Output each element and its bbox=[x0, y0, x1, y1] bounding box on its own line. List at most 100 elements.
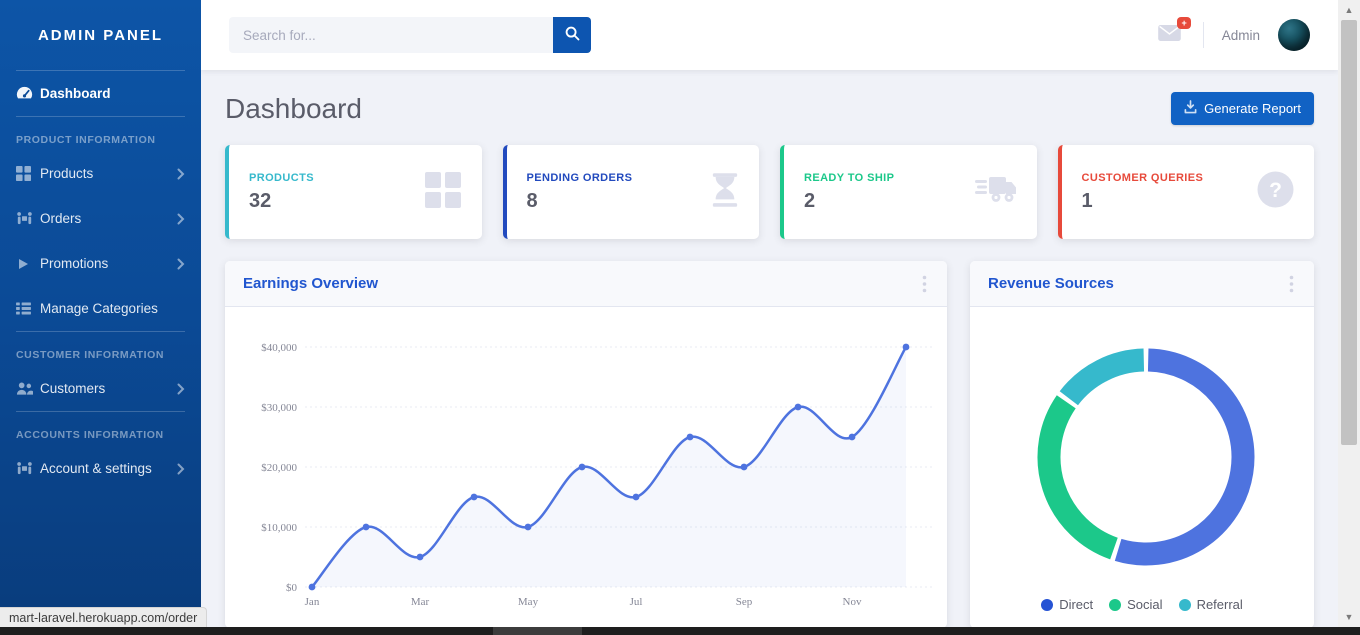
sidebar-heading-customer-information: CUSTOMER INFORMATION bbox=[16, 349, 165, 361]
avatar[interactable] bbox=[1278, 19, 1310, 51]
users-icon bbox=[16, 382, 40, 395]
stat-card-label: READY TO SHIP bbox=[804, 171, 895, 184]
sidebar-item-label: Manage Categories bbox=[40, 301, 158, 316]
scroll-up-arrow[interactable]: ▲ bbox=[1344, 5, 1354, 15]
messages-badge: + bbox=[1177, 16, 1191, 29]
scroll-down-arrow[interactable]: ▼ bbox=[1344, 612, 1354, 622]
svg-text:$10,000: $10,000 bbox=[261, 522, 297, 534]
chevron-right-icon bbox=[177, 213, 185, 225]
grid-icon bbox=[424, 171, 462, 214]
link-preview-statusbar: mart-laravel.herokuapp.com/order bbox=[0, 607, 208, 629]
tachometer-icon bbox=[16, 86, 40, 101]
svg-text:$30,000: $30,000 bbox=[261, 402, 297, 414]
donut-chart-area: Direct Social Referral bbox=[970, 307, 1314, 628]
page-content: Dashboard Generate Report PRODUCTS 32 bbox=[201, 70, 1338, 628]
svg-text:Sep: Sep bbox=[736, 596, 753, 608]
sidebar: ADMIN PANEL Dashboard PRODUCT INFORMATIO… bbox=[0, 0, 201, 627]
vertical-scrollbar: ▲ ▼ bbox=[1338, 0, 1360, 627]
search-input[interactable] bbox=[229, 17, 553, 53]
generate-report-button[interactable]: Generate Report bbox=[1171, 92, 1314, 125]
brand-link[interactable]: ADMIN PANEL bbox=[37, 26, 164, 44]
stat-card-label: PRODUCTS bbox=[249, 171, 314, 184]
sidebar-item-promotions[interactable]: Promotions bbox=[0, 241, 201, 286]
earnings-overview-card: Earnings Overview $0 $10,000 $20,000 $30,00… bbox=[225, 261, 947, 628]
sidebar-divider bbox=[16, 116, 185, 117]
generate-report-label: Generate Report bbox=[1204, 101, 1301, 116]
legend-dot bbox=[1109, 598, 1122, 611]
svg-text:$40,000: $40,000 bbox=[261, 342, 297, 354]
stat-card-value: 1 bbox=[1081, 189, 1093, 212]
sidebar-item-label: Dashboard bbox=[40, 86, 111, 101]
messages-button[interactable]: + bbox=[1154, 16, 1191, 50]
envelope-icon bbox=[1157, 24, 1181, 45]
search-form bbox=[229, 17, 591, 53]
search-button[interactable] bbox=[553, 17, 591, 53]
sidebar-item-label: Products bbox=[40, 166, 94, 181]
sidebar-item-products[interactable]: Products bbox=[0, 151, 201, 196]
legend-dot bbox=[1178, 598, 1191, 611]
search-icon bbox=[565, 26, 580, 44]
grid-icon bbox=[16, 166, 40, 181]
stat-card-value: 2 bbox=[804, 189, 816, 212]
chevron-right-icon bbox=[177, 463, 185, 475]
line-chart-area: $0 $10,000 $20,000 $30,000 $40,000 Jan Mar May J… bbox=[225, 307, 947, 628]
topbar-divider bbox=[1202, 22, 1204, 48]
svg-text:Jul: Jul bbox=[630, 596, 643, 608]
revenue-donut-chart bbox=[1037, 348, 1255, 566]
download-icon bbox=[1184, 100, 1197, 117]
stat-card-label: CUSTOMER QUERIES bbox=[1081, 171, 1204, 184]
stat-card-label: PENDING ORDERS bbox=[526, 171, 633, 184]
svg-text:Jan: Jan bbox=[305, 596, 320, 608]
stat-card-products: PRODUCTS 32 bbox=[225, 145, 482, 239]
stat-card-value: 8 bbox=[526, 189, 538, 212]
stat-card-value: 32 bbox=[249, 189, 272, 212]
stat-card-ready-to-ship: READY TO SHIP 2 bbox=[780, 145, 1037, 239]
sidebar-heading-accounts-information: ACCOUNTS INFORMATION bbox=[16, 429, 164, 441]
stat-card-pending-orders: PENDING ORDERS 8 bbox=[502, 145, 759, 239]
revenue-sources-card: Revenue Sources Direct Social Referral bbox=[970, 261, 1314, 628]
sidebar-item-label: Customers bbox=[40, 381, 106, 396]
screen-bottom-edge bbox=[0, 627, 1360, 635]
sidebar-item-manage-categories[interactable]: Manage Categories bbox=[0, 286, 201, 331]
sidebar-item-label: Account & settings bbox=[40, 461, 152, 476]
sidebar-item-orders[interactable]: Orders bbox=[0, 196, 201, 241]
main-area: + Admin Dashboard Generate Report bbox=[201, 0, 1338, 628]
people-carry-icon bbox=[16, 212, 40, 225]
sidebar-item-account-settings[interactable]: Account & settings bbox=[0, 446, 201, 491]
earnings-line-chart: $0 $10,000 $20,000 $30,000 $40,000 Jan Mar May J… bbox=[261, 342, 935, 608]
svg-text:?: ? bbox=[1269, 179, 1282, 202]
sidebar-divider bbox=[16, 70, 185, 71]
card-menu-button[interactable] bbox=[920, 273, 929, 295]
chevron-right-icon bbox=[177, 383, 185, 395]
question-circle-icon: ? bbox=[1257, 171, 1294, 213]
page-title: Dashboard bbox=[225, 92, 362, 124]
legend-dot bbox=[1041, 598, 1054, 611]
sidebar-heading-product-information: PRODUCT INFORMATION bbox=[16, 134, 156, 146]
stat-card-customer-queries: CUSTOMER QUERIES 1 ? bbox=[1057, 145, 1314, 239]
user-menu[interactable]: Admin bbox=[1221, 27, 1260, 43]
sidebar-divider bbox=[16, 411, 185, 412]
svg-text:$20,000: $20,000 bbox=[261, 462, 297, 474]
chart-title: Revenue Sources bbox=[988, 275, 1114, 292]
topbar: + Admin bbox=[201, 0, 1338, 70]
svg-text:Nov: Nov bbox=[843, 596, 862, 608]
truck-icon bbox=[974, 176, 1017, 209]
sidebar-item-label: Orders bbox=[40, 211, 82, 226]
legend-item-social: Social bbox=[1109, 597, 1163, 612]
svg-text:May: May bbox=[518, 596, 539, 608]
legend-item-referral: Referral bbox=[1178, 597, 1243, 612]
scrollbar-thumb[interactable] bbox=[1341, 20, 1357, 445]
svg-text:$0: $0 bbox=[286, 582, 298, 594]
svg-text:Mar: Mar bbox=[411, 596, 430, 608]
card-menu-button[interactable] bbox=[1287, 273, 1296, 295]
people-carry-icon bbox=[16, 462, 40, 475]
hourglass-icon bbox=[711, 172, 739, 213]
donut-legend: Direct Social Referral bbox=[970, 597, 1314, 612]
chart-title: Earnings Overview bbox=[243, 275, 379, 292]
legend-item-direct: Direct bbox=[1041, 597, 1093, 612]
chevron-right-icon bbox=[177, 258, 185, 270]
list-icon bbox=[16, 302, 40, 315]
sidebar-item-dashboard[interactable]: Dashboard bbox=[0, 71, 201, 116]
sidebar-item-customers[interactable]: Customers bbox=[0, 366, 201, 411]
